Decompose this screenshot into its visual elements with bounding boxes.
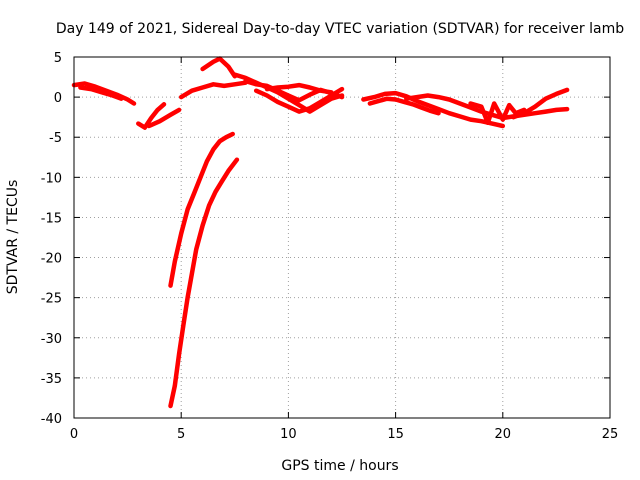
- series-track-2: [78, 85, 124, 101]
- y-tick-label: 0: [54, 91, 62, 106]
- chart-title: Day 149 of 2021, Sidereal Day-to-day VTE…: [56, 21, 624, 37]
- series-track-5: [178, 80, 248, 100]
- series-layer: [71, 56, 570, 409]
- y-tick-label: -5: [49, 131, 62, 146]
- x-tick-label: 15: [387, 427, 404, 442]
- plot-frame: [73, 56, 611, 419]
- series-track-12: [367, 96, 441, 116]
- y-tick-label: -15: [41, 211, 62, 226]
- series-track-14: [468, 101, 527, 126]
- y-tick-label: -20: [41, 252, 62, 267]
- y-tick-label: -30: [41, 332, 62, 347]
- tick-layer: 0 5 10 15 20 25 5 0 -5 -10 -15 -20 -25 -30 -35 -40: [41, 51, 619, 442]
- y-tick-label: -25: [41, 292, 62, 307]
- series-track-3: [136, 102, 167, 130]
- series-track-11: [361, 90, 506, 129]
- x-tick-label: 10: [280, 427, 297, 442]
- y-axis-label: SDTVAR / TECUs: [5, 180, 21, 295]
- y-tick-label: 5: [54, 51, 62, 66]
- series-track-16: [168, 131, 235, 288]
- x-tick-label: 5: [177, 427, 185, 442]
- series-track-13: [404, 93, 570, 121]
- x-tick-label: 0: [70, 427, 78, 442]
- series-track-4: [146, 107, 182, 129]
- y-tick-label: -35: [41, 372, 62, 387]
- y-tick-label: -10: [41, 171, 62, 186]
- x-tick-label: 20: [495, 427, 512, 442]
- series-track-9: [253, 86, 345, 114]
- x-axis-label: GPS time / hours: [281, 458, 398, 474]
- series-track-17: [168, 157, 240, 409]
- x-tick-label: 25: [602, 427, 619, 442]
- series-track-10: [264, 82, 334, 95]
- y-tick-label: -40: [41, 412, 62, 427]
- series-track-6: [200, 56, 238, 79]
- series-track-1: [71, 81, 137, 106]
- series-track-15: [511, 87, 570, 120]
